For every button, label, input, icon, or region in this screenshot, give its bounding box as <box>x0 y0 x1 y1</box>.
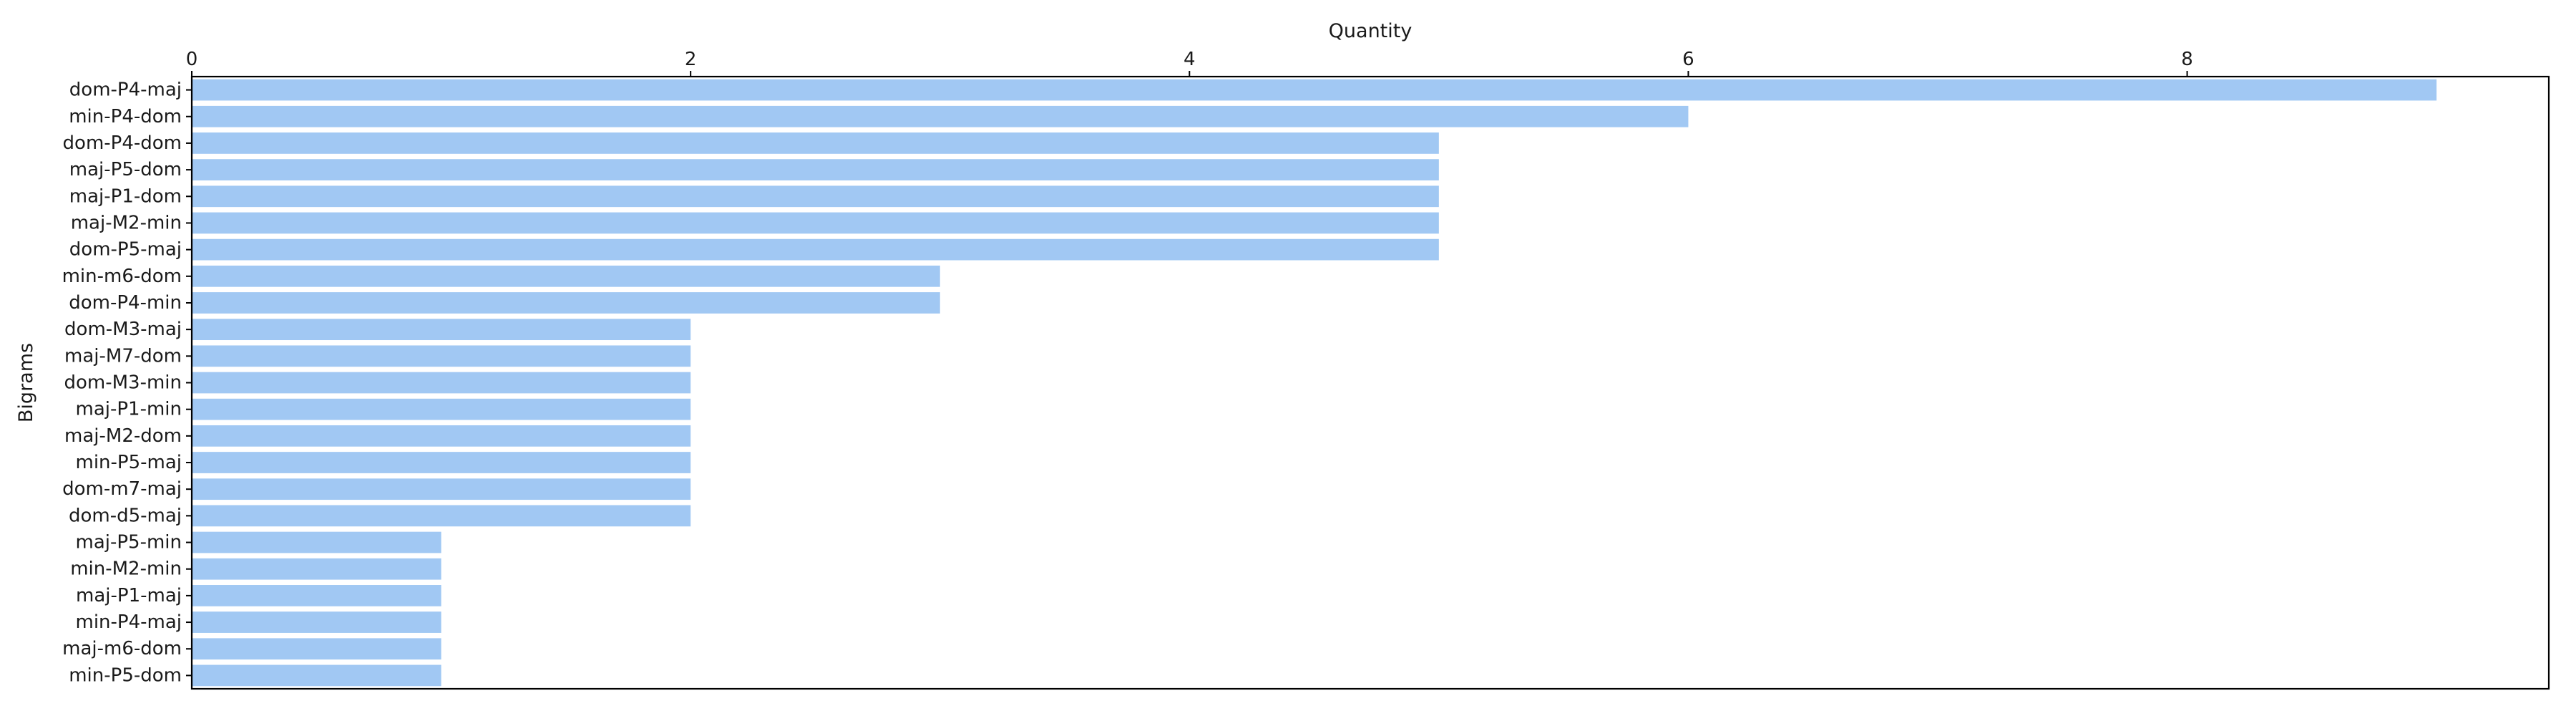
y-tick-label: dom-m7-maj <box>62 478 182 500</box>
bar-dom-P4-min <box>192 292 940 314</box>
bar-min-P5-maj <box>192 452 691 473</box>
y-tick-label: min-m6-dom <box>62 266 182 287</box>
bar-min-P4-maj <box>192 611 441 633</box>
y-tick-label: maj-P5-min <box>76 532 182 553</box>
bar-dom-M3-maj <box>192 319 691 341</box>
bar-dom-m7-maj <box>192 478 691 500</box>
y-tick-label: maj-M2-min <box>71 212 182 233</box>
bar-maj-M7-dom <box>192 345 691 367</box>
bar-dom-P5-maj <box>192 238 1439 261</box>
y-tick-label: maj-M2-dom <box>64 425 182 447</box>
y-axis-title: Bigrams <box>15 343 37 422</box>
y-tick-label: min-P4-dom <box>69 106 182 127</box>
x-tick-label: 2 <box>685 49 697 70</box>
bar-dom-P4-dom <box>192 132 1439 154</box>
y-tick-label: dom-M3-maj <box>64 319 182 340</box>
y-tick-label: dom-P4-min <box>69 292 182 314</box>
y-tick-label: dom-P5-maj <box>69 239 182 261</box>
bar-maj-P1-dom <box>192 185 1439 208</box>
y-tick-label: dom-M3-min <box>64 372 182 394</box>
x-tick-label: 4 <box>1184 49 1196 70</box>
bar-min-M2-min <box>192 558 441 580</box>
y-tick-label: maj-P1-dom <box>69 185 182 207</box>
bar-dom-d5-maj <box>192 505 691 527</box>
bar-dom-M3-min <box>192 372 691 394</box>
bar-maj-P5-dom <box>192 159 1439 180</box>
y-tick-label: maj-P1-min <box>76 399 182 420</box>
bars-group <box>192 79 2437 687</box>
bar-maj-M2-min <box>192 212 1439 234</box>
x-axis-ticks: 0 2 4 6 8 <box>186 49 2193 77</box>
x-axis-title: Quantity <box>1329 20 1413 42</box>
x-tick-label: 0 <box>186 49 198 70</box>
y-tick-label: maj-P5-dom <box>69 159 182 180</box>
bar-dom-P4-maj <box>192 79 2437 101</box>
bar-maj-m6-dom <box>192 638 441 660</box>
y-tick-label: min-M2-min <box>70 558 182 580</box>
y-tick-label: min-P5-maj <box>76 452 182 473</box>
y-tick-label: maj-m6-dom <box>62 638 182 659</box>
bar-maj-P1-maj <box>192 585 441 606</box>
bar-maj-P1-min <box>192 398 691 420</box>
y-tick-label: dom-P4-dom <box>63 132 182 154</box>
y-tick-label: dom-d5-maj <box>69 505 182 526</box>
y-tick-label: dom-P4-maj <box>69 79 182 101</box>
bar-min-m6-dom <box>192 265 940 287</box>
x-tick-label: 8 <box>2181 49 2193 70</box>
x-tick-label: 6 <box>1682 49 1694 70</box>
y-tick-label: maj-M7-dom <box>64 345 182 367</box>
bar-min-P5-dom <box>192 664 441 687</box>
bar-min-P4-dom <box>192 105 1689 127</box>
y-tick-label: maj-P1-maj <box>76 585 182 606</box>
bar-maj-P5-min <box>192 531 441 553</box>
y-axis-ticks: dom-P4-maj min-P4-dom dom-P4-dom maj-P5-dom… <box>62 79 192 686</box>
y-tick-label: min-P4-maj <box>76 611 182 633</box>
bar-maj-M2-dom <box>192 425 691 447</box>
plot-frame <box>190 75 2550 690</box>
y-tick-label: min-P5-dom <box>69 664 182 686</box>
